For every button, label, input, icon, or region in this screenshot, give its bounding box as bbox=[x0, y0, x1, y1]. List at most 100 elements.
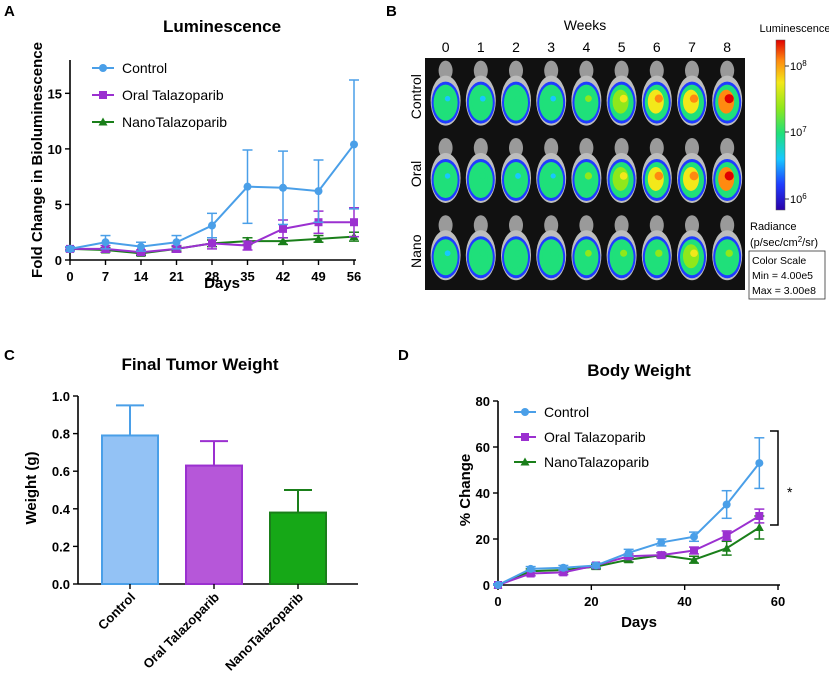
signal-hotspot bbox=[514, 95, 522, 102]
signal-inner bbox=[542, 89, 559, 114]
mouse-image bbox=[465, 215, 496, 281]
x-tick-label: 20 bbox=[584, 594, 598, 609]
mouse-head bbox=[509, 60, 523, 81]
data-point bbox=[101, 238, 110, 247]
colorbar-tick-label: 106 bbox=[790, 192, 807, 207]
x-tick-label: 56 bbox=[347, 269, 361, 284]
y-tick-label: 10 bbox=[48, 142, 62, 157]
imaging-weeks-title: Weeks bbox=[564, 17, 607, 33]
mouse-head bbox=[614, 60, 629, 81]
data-point bbox=[66, 244, 74, 253]
chart-c-title: Final Tumor Weight bbox=[121, 355, 278, 374]
legend-marker bbox=[99, 91, 107, 99]
x-tick-label: 42 bbox=[276, 269, 290, 284]
data-point bbox=[754, 523, 764, 531]
data-point bbox=[137, 248, 145, 257]
y-tick-label: 1.0 bbox=[52, 389, 70, 404]
mouse-image bbox=[501, 215, 531, 281]
y-tick-label: 0 bbox=[483, 578, 490, 593]
legend-marker bbox=[98, 117, 108, 126]
signal-hotspot bbox=[585, 95, 592, 102]
data-point bbox=[243, 182, 252, 191]
mouse-head bbox=[579, 60, 594, 81]
signal-hotspot bbox=[479, 95, 486, 102]
signal-hotspot bbox=[725, 249, 733, 257]
data-point bbox=[657, 538, 666, 547]
signal-inner bbox=[436, 89, 453, 114]
y-tick-label: 40 bbox=[476, 486, 490, 501]
signal-inner bbox=[577, 166, 594, 191]
significance-bracket bbox=[770, 430, 779, 526]
chart-a-title: Luminescence bbox=[163, 17, 281, 36]
signal-hotspot bbox=[689, 171, 699, 181]
mouse-head bbox=[649, 215, 664, 236]
data-point bbox=[657, 551, 666, 560]
legend-label: Oral Talazoparib bbox=[544, 429, 646, 445]
week-column-label: 6 bbox=[653, 39, 661, 55]
group-row-label: Nano bbox=[408, 234, 424, 268]
mouse-image bbox=[430, 60, 461, 126]
data-point bbox=[172, 238, 181, 247]
mouse-image bbox=[430, 215, 461, 281]
week-column-label: 0 bbox=[442, 39, 450, 55]
mouse-head bbox=[720, 60, 735, 81]
mouse-head bbox=[509, 137, 523, 158]
y-tick-label: 20 bbox=[476, 532, 490, 547]
mouse-head bbox=[614, 215, 629, 236]
legend-marker bbox=[521, 408, 529, 416]
x-tick-label: Control bbox=[95, 590, 138, 633]
panel-label-b: B bbox=[386, 3, 397, 20]
mouse-head bbox=[438, 215, 453, 236]
series-line-control bbox=[497, 462, 761, 586]
chart-a-xlabel: Days bbox=[204, 275, 240, 292]
signal-inner bbox=[542, 244, 559, 269]
final-tumor-weight-bar-chart: Final Tumor Weight Weight (g) 0.0 0.2 0.4 0… bbox=[23, 355, 358, 674]
color-scale-title: Color Scale bbox=[752, 255, 806, 267]
chart-d-title: Body Weight bbox=[587, 361, 691, 380]
signal-inner bbox=[683, 244, 699, 269]
colorbar-tick-label: 107 bbox=[790, 125, 807, 140]
signal-hotspot bbox=[585, 249, 592, 257]
y-tick-label: 5 bbox=[55, 197, 62, 212]
mouse-image bbox=[571, 215, 602, 281]
week-column-label: 5 bbox=[618, 39, 626, 55]
signal-hotspot bbox=[690, 249, 698, 258]
data-point bbox=[624, 548, 633, 557]
data-point bbox=[722, 500, 731, 509]
x-tick-label: 7 bbox=[102, 269, 109, 284]
y-tick-label: 80 bbox=[476, 394, 490, 409]
panel-label-c: C bbox=[4, 347, 15, 364]
signal-hotspot bbox=[479, 172, 486, 180]
mouse-head bbox=[544, 60, 559, 81]
mouse-image bbox=[536, 215, 567, 281]
mouse-image bbox=[677, 60, 707, 126]
panel-label-d: D bbox=[398, 347, 409, 364]
signal-hotspot bbox=[514, 250, 522, 257]
x-tick-label: 35 bbox=[240, 269, 254, 284]
mouse-head bbox=[509, 215, 523, 236]
panel-label-a: A bbox=[4, 3, 15, 20]
mouse-head bbox=[720, 215, 735, 236]
signal-hotspot bbox=[689, 94, 699, 103]
legend-marker bbox=[521, 433, 529, 441]
y-tick-label: 0 bbox=[55, 253, 62, 268]
x-tick-label: 0 bbox=[66, 269, 73, 284]
signal-hotspot bbox=[550, 95, 557, 102]
mouse-head bbox=[473, 215, 488, 236]
legend-marker bbox=[520, 457, 530, 466]
data-point bbox=[689, 555, 699, 564]
y-tick-label: 15 bbox=[48, 86, 62, 101]
bar-nanotalazoparib bbox=[269, 511, 327, 585]
signal-inner bbox=[612, 89, 629, 114]
y-tick-label: 0.6 bbox=[52, 464, 70, 479]
signal-hotspot bbox=[444, 173, 451, 179]
mouse-head bbox=[579, 215, 594, 236]
data-point bbox=[208, 221, 216, 230]
mouse-head bbox=[685, 137, 699, 158]
y-tick-label: 60 bbox=[476, 440, 490, 455]
legend-label: Control bbox=[122, 60, 167, 76]
chart-a-ylabel: Fold Change in Bioluminescence bbox=[29, 42, 46, 278]
mouse-image bbox=[606, 137, 637, 203]
mouse-image bbox=[571, 60, 602, 126]
data-point bbox=[350, 218, 358, 227]
